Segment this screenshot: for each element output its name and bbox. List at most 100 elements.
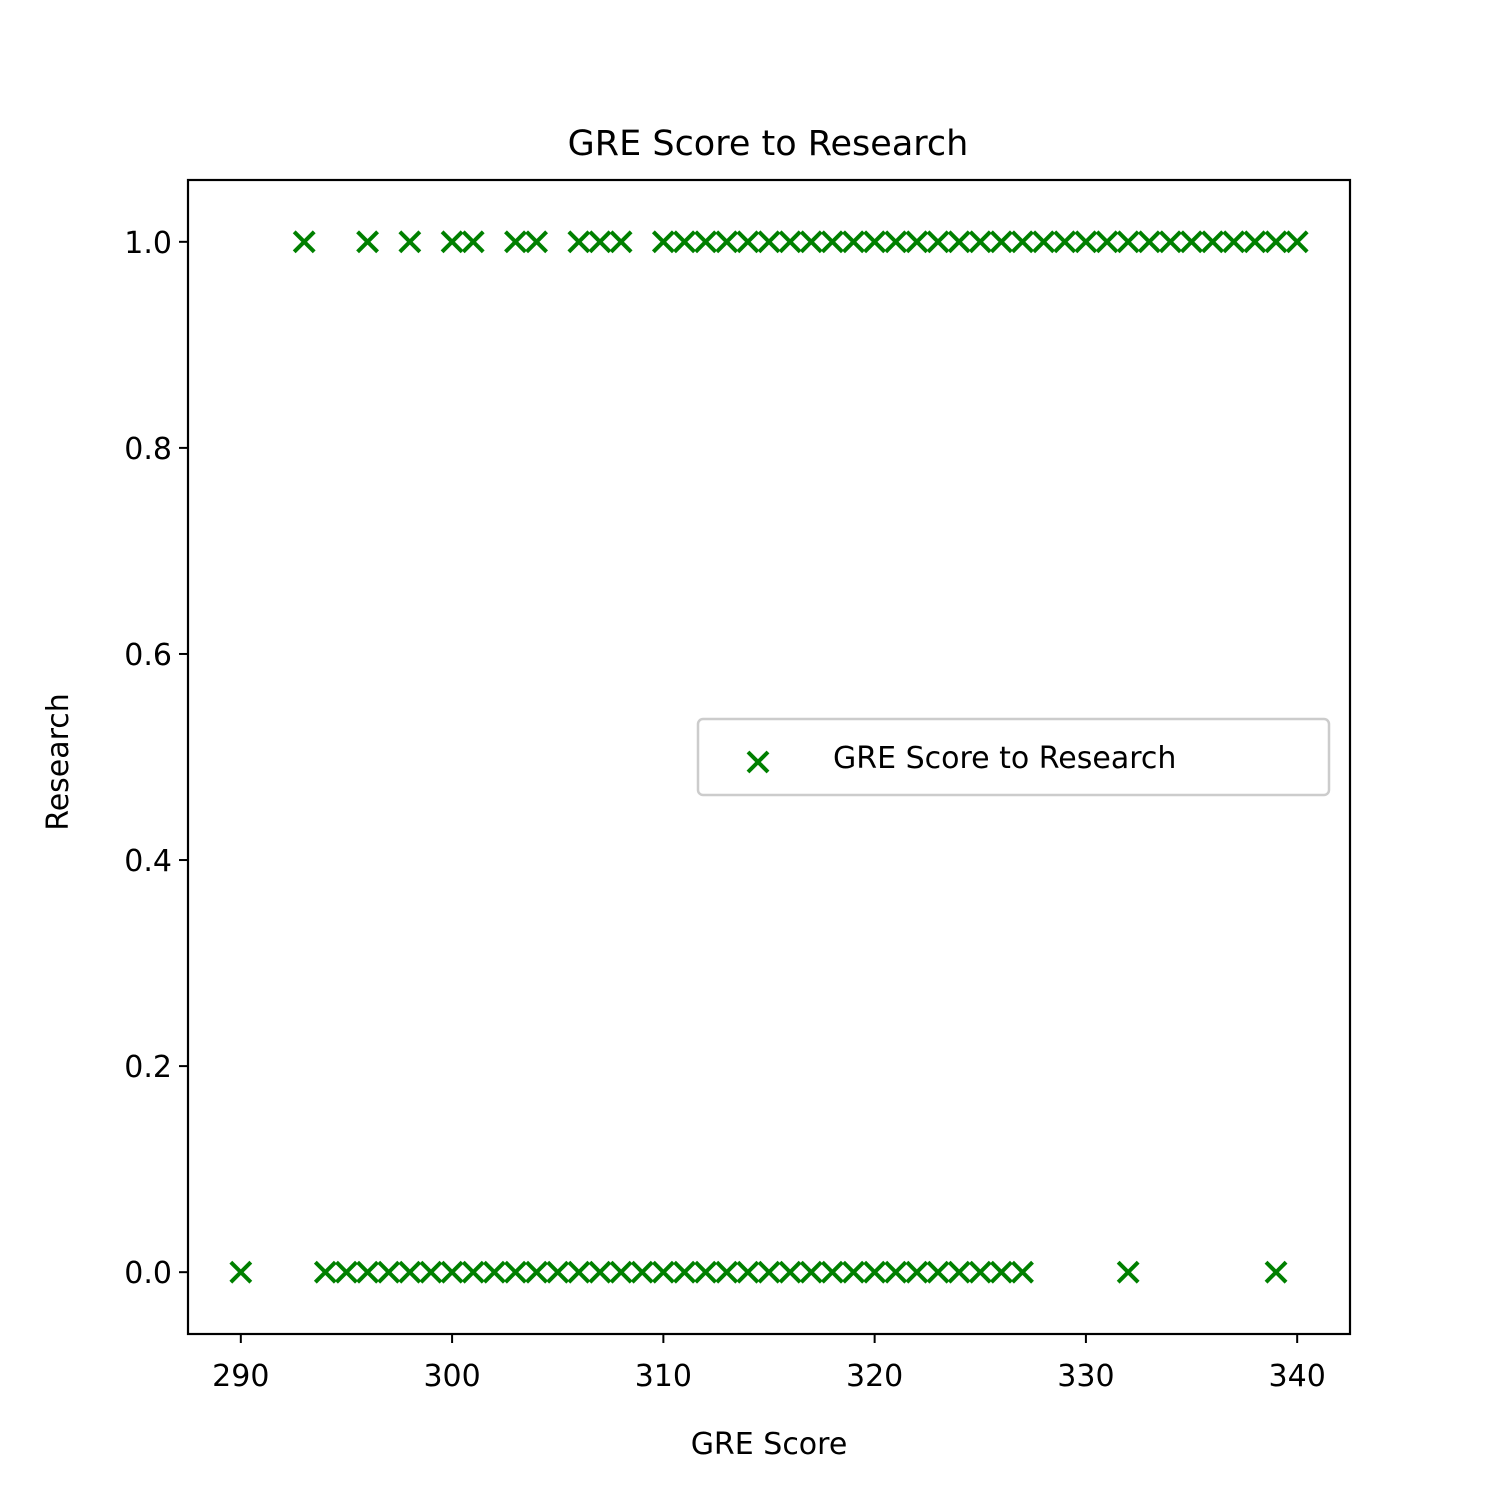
data-point: [1116, 230, 1140, 254]
data-point: [1011, 1260, 1034, 1284]
data-point: [1180, 230, 1203, 254]
data-point: [461, 230, 485, 254]
data-point: [694, 1260, 718, 1284]
data-point: [736, 230, 760, 254]
data-point: [1116, 1260, 1140, 1284]
data-point: [567, 1260, 591, 1284]
data-point: [461, 1260, 485, 1284]
data-point: [736, 1260, 760, 1284]
data-point: [504, 1260, 527, 1284]
data-point: [1201, 230, 1225, 254]
data-point: [968, 1260, 992, 1284]
data-point: [1159, 230, 1182, 254]
data-point: [799, 230, 823, 254]
x-tick-label: 310: [635, 1359, 692, 1394]
data-point: [525, 1260, 549, 1284]
data-point: [292, 230, 316, 254]
data-point: [884, 1260, 908, 1284]
data-point: [567, 230, 591, 254]
data-point: [757, 1260, 781, 1284]
data-point: [1074, 230, 1098, 254]
data-point: [398, 230, 422, 254]
data-point: [778, 230, 802, 254]
data-point: [504, 230, 527, 254]
data-point: [440, 230, 464, 254]
data-point: [1095, 230, 1119, 254]
data-point: [588, 1260, 612, 1284]
ticks-layer: 290 300 310 320 330 340 0.0 0.2 0.4 0.6 0.8 1.0: [124, 226, 1326, 1394]
data-point: [609, 1260, 633, 1284]
legend-marker: [746, 750, 770, 774]
data-point: [694, 230, 718, 254]
data-point: [820, 1260, 844, 1284]
x-tick-label: 320: [846, 1359, 903, 1394]
data-point: [588, 230, 612, 254]
data-point: [757, 230, 781, 254]
legend-marker-x: [746, 750, 770, 774]
y-tick-label: 0.6: [124, 638, 172, 673]
y-tick-label: 1.0: [124, 226, 172, 261]
x-tick-label: 300: [423, 1359, 480, 1394]
data-point: [968, 230, 992, 254]
y-tick-label: 0.0: [124, 1256, 172, 1291]
legend: GRE Score to Research: [696, 717, 1331, 797]
data-point: [1243, 230, 1267, 254]
data-point: [947, 1260, 971, 1284]
data-point: [715, 1260, 739, 1284]
data-point: [926, 230, 950, 254]
data-point: [1032, 230, 1056, 254]
data-point: [1264, 1260, 1288, 1284]
x-axis-label: GRE Score: [691, 1427, 848, 1462]
data-point: [377, 1260, 401, 1284]
y-axis-label: Research: [41, 693, 76, 831]
legend-box: [696, 717, 1331, 797]
data-point: [229, 1260, 253, 1284]
points-layer: [229, 230, 1309, 1284]
data-point: [905, 230, 929, 254]
plot-frame: [186, 178, 1352, 1336]
y-tick-label: 0.4: [124, 844, 172, 879]
data-point: [651, 1260, 675, 1284]
chart-title: GRE Score to Research: [568, 124, 969, 164]
data-point: [356, 1260, 379, 1284]
data-point: [525, 230, 549, 254]
y-tick-label: 0.2: [124, 1050, 172, 1085]
data-point: [546, 1260, 570, 1284]
data-point: [799, 1260, 823, 1284]
data-point: [842, 1260, 865, 1284]
data-point: [1137, 230, 1161, 254]
data-point: [926, 1260, 950, 1284]
data-point: [1222, 230, 1246, 254]
data-point: [673, 230, 696, 254]
x-tick-label: 330: [1057, 1359, 1114, 1394]
data-point: [884, 230, 908, 254]
data-point: [313, 1260, 337, 1284]
data-point: [863, 1260, 887, 1284]
data-point: [1264, 230, 1288, 254]
data-point: [482, 1260, 506, 1284]
y-tick-label: 0.8: [124, 432, 172, 467]
data-point: [1011, 230, 1034, 254]
x-tick-label: 290: [212, 1359, 269, 1394]
data-point: [651, 230, 675, 254]
data-point: [609, 230, 633, 254]
data-point: [842, 230, 865, 254]
x-tick-label: 340: [1269, 1359, 1326, 1394]
data-point: [673, 1260, 696, 1284]
data-point: [778, 1260, 802, 1284]
data-point: [947, 230, 971, 254]
data-point: [820, 230, 844, 254]
data-point: [863, 230, 887, 254]
data-point: [335, 1260, 358, 1284]
legend-label: GRE Score to Research: [833, 741, 1176, 776]
data-point: [1053, 230, 1077, 254]
data-point: [630, 1260, 654, 1284]
data-point: [419, 1260, 443, 1284]
data-point: [356, 230, 379, 254]
data-point: [989, 1260, 1013, 1284]
data-point: [398, 1260, 422, 1284]
data-point: [905, 1260, 929, 1284]
data-point: [989, 230, 1013, 254]
